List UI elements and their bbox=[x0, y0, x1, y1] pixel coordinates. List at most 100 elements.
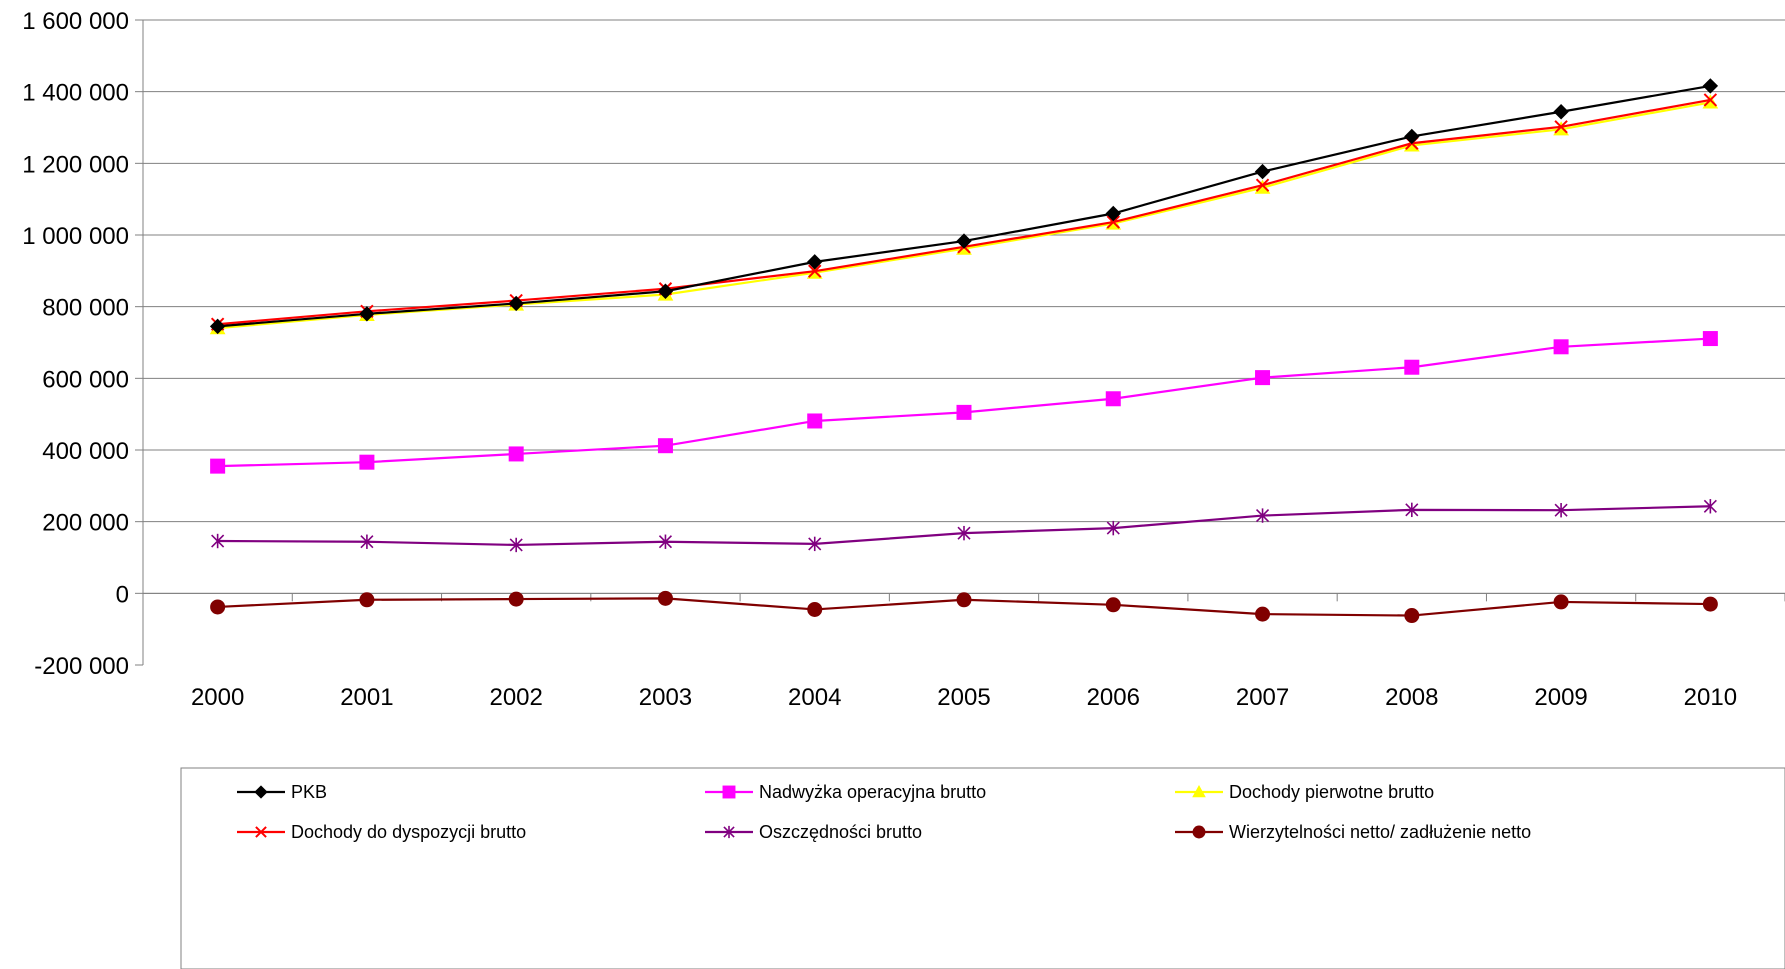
marker-star bbox=[1405, 502, 1419, 518]
marker-square bbox=[722, 785, 736, 799]
series-line bbox=[217, 98, 1711, 326]
marker-diamond bbox=[1553, 104, 1569, 120]
x-axis-tick-labels: 2000 2001 2002 2003 2004 2005 2006 2007 2008 2009… bbox=[191, 684, 1737, 711]
legend-label: Wierzytelności netto/ zadłużenie netto bbox=[1229, 822, 1531, 842]
y-tick-label: -200 000 bbox=[34, 653, 129, 680]
marker-triangle bbox=[1192, 785, 1206, 798]
legend-item: Wierzytelności netto/ zadłużenie netto bbox=[1175, 822, 1531, 842]
marker-star bbox=[723, 825, 735, 839]
marker-square bbox=[657, 438, 673, 454]
y-tick-label: 1 000 000 bbox=[22, 223, 129, 250]
legend-item: Dochody do dyspozycji brutto bbox=[237, 822, 526, 842]
marker-x-stroke bbox=[1703, 93, 1718, 107]
marker-diamond bbox=[807, 254, 823, 270]
x-tick-label: 2005 bbox=[937, 684, 990, 711]
marker-circle bbox=[1255, 606, 1271, 622]
series-pkb bbox=[209, 78, 1719, 335]
marker-x bbox=[255, 826, 267, 838]
marker-star bbox=[509, 537, 523, 553]
marker-diamond bbox=[1702, 78, 1719, 94]
marker-square bbox=[1105, 391, 1121, 407]
marker-star bbox=[1703, 499, 1717, 514]
marker-square bbox=[1255, 370, 1271, 386]
legend-item: Oszczędności brutto bbox=[705, 822, 922, 842]
marker-square bbox=[807, 413, 823, 429]
marker-x-stroke bbox=[255, 826, 267, 838]
marker-diamond bbox=[1404, 128, 1420, 145]
y-tick-label: 400 000 bbox=[42, 438, 129, 465]
series-line bbox=[217, 337, 1711, 468]
marker-square bbox=[1702, 331, 1718, 347]
legend: PKB Nadwyżka operacyjna brutto Dochody pie… bbox=[180, 767, 1785, 969]
series-line bbox=[217, 84, 1711, 328]
marker-x-stroke bbox=[1554, 120, 1568, 134]
marker-star bbox=[360, 534, 374, 549]
series-dochody-do-dyspozycji-brutto bbox=[210, 93, 1718, 331]
marker-circle bbox=[1553, 594, 1569, 610]
marker-diamond bbox=[508, 295, 524, 312]
grid-lines bbox=[143, 19, 1785, 594]
x-tick-label: 2007 bbox=[1236, 684, 1289, 711]
legend-label: PKB bbox=[291, 782, 327, 802]
marker-diamond bbox=[1105, 205, 1121, 222]
series-nadwy-ka-operacyjna-brutto bbox=[210, 331, 1718, 474]
marker-star bbox=[808, 536, 822, 552]
marker-diamond bbox=[657, 283, 674, 299]
x-tick-label: 2003 bbox=[639, 684, 692, 711]
series-dochody-pierwotne-brutto bbox=[209, 94, 1719, 335]
marker-diamond bbox=[359, 306, 375, 322]
marker-x-stroke bbox=[1106, 215, 1120, 229]
legend-box bbox=[180, 767, 1785, 969]
series-wierzytelno-ci-netto-zad-u-enie-netto bbox=[210, 590, 1718, 624]
legend-item: Dochody pierwotne brutto bbox=[1175, 782, 1434, 802]
series-oszcz-dno-ci-brutto bbox=[211, 499, 1717, 553]
x-tick-label: 2000 bbox=[191, 684, 244, 711]
marker-diamond bbox=[1254, 163, 1271, 180]
marker-square bbox=[1404, 359, 1420, 375]
marker-square bbox=[508, 446, 524, 462]
legend-label: Nadwyżka operacyjna brutto bbox=[759, 782, 986, 802]
marker-circle bbox=[359, 592, 375, 608]
x-tick-label: 2006 bbox=[1087, 684, 1140, 711]
marker-circle bbox=[508, 591, 524, 607]
marker-x bbox=[1106, 215, 1120, 229]
marker-star bbox=[1554, 503, 1568, 518]
legend-item: Nadwyżka operacyjna brutto bbox=[705, 782, 986, 802]
marker-circle bbox=[657, 590, 673, 606]
legend-label: Dochody pierwotne brutto bbox=[1229, 782, 1434, 802]
marker-square bbox=[210, 458, 226, 474]
y-tick-label: 800 000 bbox=[42, 295, 129, 322]
y-tick-label: 1 400 000 bbox=[22, 80, 129, 107]
legend-label: Oszczędności brutto bbox=[759, 822, 922, 842]
marker-square bbox=[359, 454, 375, 470]
y-tick-label: 200 000 bbox=[42, 510, 129, 537]
y-tick-label: 1 600 000 bbox=[22, 8, 129, 35]
marker-star bbox=[1106, 520, 1120, 536]
marker-star bbox=[957, 525, 971, 541]
marker-x bbox=[808, 264, 822, 278]
marker-diamond bbox=[254, 785, 268, 799]
marker-circle bbox=[1702, 596, 1718, 612]
marker-circle bbox=[1404, 608, 1420, 624]
marker-square bbox=[1553, 339, 1569, 355]
marker-square bbox=[956, 404, 972, 420]
marker-circle bbox=[807, 601, 823, 617]
marker-circle bbox=[210, 599, 226, 615]
marker-star bbox=[1255, 508, 1270, 523]
marker-triangle bbox=[1702, 94, 1719, 109]
x-tick-label: 2004 bbox=[788, 684, 841, 711]
marker-diamond bbox=[956, 233, 972, 249]
marker-x bbox=[1255, 178, 1270, 192]
y-tick-label: 1 200 000 bbox=[22, 151, 129, 178]
marker-circle bbox=[956, 592, 972, 608]
x-tick-label: 2002 bbox=[489, 684, 542, 711]
marker-diamond bbox=[209, 318, 226, 335]
x-tick-label: 2009 bbox=[1534, 684, 1587, 711]
series-group bbox=[209, 78, 1719, 624]
marker-triangle bbox=[1553, 121, 1569, 136]
marker-x bbox=[1703, 93, 1718, 107]
marker-circle bbox=[1105, 597, 1121, 613]
marker-x bbox=[1554, 120, 1568, 134]
x-tick-label: 2010 bbox=[1684, 684, 1737, 711]
